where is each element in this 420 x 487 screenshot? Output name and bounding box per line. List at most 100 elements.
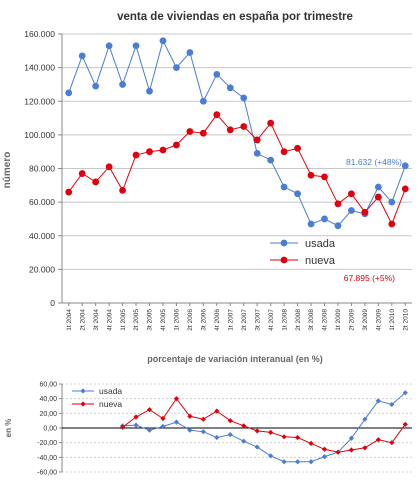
main-point-usada-4t-2006	[213, 70, 221, 78]
main-y-tick-label: 0	[50, 298, 55, 308]
main-point-usada-2t-2007	[240, 94, 248, 102]
sub-point-nueva-3t-2006	[200, 416, 206, 422]
sub-y-tick-label: 20,00	[39, 411, 57, 418]
main-point-usada-1t-2007	[226, 84, 234, 92]
sub-point-usada-4t-2009	[375, 398, 381, 404]
sub-point-usada-1t-2010	[389, 401, 395, 408]
main-point-usada-4t-2007	[267, 156, 275, 164]
main-y-tick-label: 40.000	[29, 231, 55, 241]
sub-point-usada-3t-2006	[200, 429, 206, 435]
main-point-nueva-2t-2004	[78, 170, 86, 177]
sub-point-usada-3t-2005	[146, 427, 153, 433]
sub-point-nueva-4t-2007	[268, 429, 274, 435]
main-point-usada-2t-2005	[132, 42, 140, 50]
main-point-nueva-1t-2008	[280, 148, 288, 156]
main-x-tick-label-2t-2004: 2t 2004	[79, 309, 86, 331]
main-point-usada-1t-2010	[388, 198, 396, 206]
sub-point-usada-4t-2008	[321, 454, 328, 460]
main-point-nueva-4t-2006	[213, 111, 221, 119]
sub-point-usada-2t-2007	[241, 438, 247, 444]
main-point-nueva-2t-2010	[401, 185, 409, 193]
sub-point-nueva-3t-2007	[254, 428, 260, 434]
main-legend-marker-nueva	[280, 256, 288, 264]
sub-point-usada-1t-2007	[227, 432, 233, 438]
main-point-nueva-2t-2007	[240, 123, 248, 130]
main-x-tick-label-1t-2007: 1t 2007	[227, 309, 234, 331]
main-y-tick-label: 20.000	[29, 264, 55, 274]
main-point-nueva-4t-2007	[267, 119, 275, 127]
sub-point-usada-1t-2008	[281, 459, 287, 465]
sub-point-nueva-4t-2009	[375, 437, 381, 443]
main-point-nueva-4t-2008	[321, 173, 328, 181]
sub-legend-marker-nueva	[80, 401, 86, 407]
main-point-usada-2t-2009	[348, 207, 355, 214]
sub-y-tick-label: 60,00	[39, 382, 57, 389]
main-y-tick-label: 100.000	[24, 130, 55, 140]
sub-point-nueva-2t-2006	[187, 413, 193, 419]
annotation-nueva-last: 67.895 (+5%)	[344, 273, 395, 283]
main-point-nueva-4t-2005	[159, 146, 167, 154]
main-x-tick-label-2t-2007: 2t 2007	[241, 309, 248, 331]
main-y-tick-label: 80.000	[29, 164, 55, 174]
main-point-usada-2t-2006	[186, 49, 194, 56]
sub-y-tick-label: 40,00	[39, 396, 57, 403]
main-point-usada-1t-2004	[65, 89, 73, 97]
sub-point-usada-3t-2008	[308, 459, 314, 465]
main-point-nueva-4t-2004	[105, 163, 113, 171]
sub-legend-marker-usada	[80, 388, 86, 394]
main-x-tick-label-2t-2010: 2t 2010	[402, 309, 409, 331]
main-x-tick-label-4t-2008: 4t 2008	[322, 309, 329, 331]
main-point-usada-4t-2005	[159, 37, 167, 45]
main-point-nueva-1t-2007	[226, 126, 234, 134]
main-point-usada-4t-2004	[105, 42, 113, 50]
main-point-nueva-4t-2009	[374, 193, 382, 201]
sub-point-nueva-1t-2008	[281, 434, 287, 440]
main-point-usada-4t-2008	[321, 215, 328, 223]
main-x-tick-label-2t-2009: 2t 2009	[349, 309, 356, 331]
sub-point-nueva-4t-2005	[160, 415, 166, 422]
sub-point-usada-4t-2005	[160, 423, 166, 430]
main-point-usada-3t-2004	[92, 82, 100, 90]
sub-point-nueva-2t-2010	[402, 421, 408, 427]
main-point-usada-3t-2008	[307, 220, 315, 228]
sub-point-usada-2t-2008	[294, 459, 301, 465]
main-point-nueva-2t-2008	[294, 144, 301, 152]
main-legend-marker-usada	[280, 239, 288, 247]
sub-point-nueva-2t-2007	[241, 423, 247, 429]
main-x-tick-label-1t-2008: 1t 2008	[281, 309, 288, 331]
sub-y-tick-label: -20,00	[37, 440, 57, 447]
variation-chart-plot: -60,00 -40,00 -20,00 0,00 20,00 40,00 60,00 usa…	[37, 382, 412, 477]
main-x-tick-label-2t-2005: 2t 2005	[133, 309, 140, 331]
sub-point-nueva-1t-2005	[119, 424, 126, 430]
sub-point-usada-2t-2005	[133, 422, 139, 428]
sub-point-nueva-3t-2009	[362, 445, 368, 451]
main-point-usada-4t-2009	[374, 183, 382, 191]
main-x-tick-label-1t-2010: 1t 2010	[389, 309, 396, 331]
sub-point-nueva-2t-2008	[294, 434, 301, 441]
main-x-tick-label-1t-2005: 1t 2005	[120, 309, 127, 331]
sub-point-usada-2t-2009	[348, 435, 355, 441]
sub-point-nueva-1t-2007	[227, 418, 233, 424]
main-x-tick-label-3t-2004: 3t 2004	[93, 309, 100, 331]
main-point-nueva-2t-2005	[132, 151, 140, 159]
sub-series-line-usada	[122, 392, 406, 463]
main-x-tick-label-1t-2009: 1t 2009	[335, 309, 342, 331]
sub-point-usada-3t-2009	[362, 416, 368, 422]
sub-y-tick-label: -40,00	[37, 455, 57, 462]
main-x-tick-label-1t-2006: 1t 2006	[174, 309, 181, 331]
sub-legend-label-nueva: nueva	[99, 399, 122, 409]
main-x-tick-label-4t-2009: 4t 2009	[376, 309, 383, 331]
sub-point-nueva-2t-2005	[133, 414, 139, 420]
sub-y-tick-label: 0,00	[43, 426, 57, 433]
sub-point-usada-3t-2007	[254, 444, 260, 450]
sub-point-nueva-4t-2006	[214, 408, 220, 414]
sub-point-nueva-3t-2008	[308, 440, 314, 446]
main-point-usada-2t-2008	[294, 190, 301, 198]
main-point-usada-2t-2010	[401, 162, 409, 170]
main-point-nueva-1t-2006	[173, 141, 180, 149]
sub-point-usada-2t-2010	[402, 390, 408, 396]
main-y-tick-label: 160.000	[24, 29, 55, 39]
main-point-nueva-3t-2007	[253, 136, 261, 144]
